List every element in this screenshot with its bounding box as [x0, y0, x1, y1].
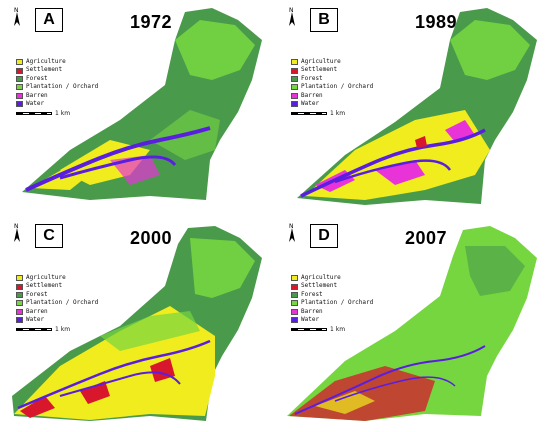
- panel-year: 1972: [130, 12, 173, 32]
- panel-letter: A: [35, 8, 63, 32]
- legend-item-barren: Barren: [291, 92, 373, 100]
- scale-bar: 1 km: [291, 110, 345, 117]
- panel-year: 1989: [415, 12, 458, 32]
- map-panel-c: N C 2000 Agriculture Settlement Forest P…: [0, 216, 275, 432]
- legend-item-forest: Forest: [16, 291, 98, 299]
- legend-item-barren: Barren: [16, 92, 98, 100]
- panel-year: 2007: [405, 228, 448, 248]
- legend-item-plantation: Plantation / Orchard: [291, 83, 373, 91]
- land-cover-map-a: [22, 8, 262, 200]
- legend: Agriculture Settlement Forest Plantation…: [16, 274, 98, 324]
- legend-item-plantation: Plantation / Orchard: [16, 83, 98, 91]
- legend-item-water: Water: [291, 100, 373, 108]
- panel-letter: D: [310, 224, 338, 248]
- legend-item-water: Water: [16, 316, 98, 324]
- scale-bar: 1 km: [16, 110, 70, 117]
- legend-item-forest: Forest: [291, 75, 373, 83]
- legend-item-agriculture: Agriculture: [291, 274, 373, 282]
- legend: Agriculture Settlement Forest Plantation…: [291, 58, 373, 108]
- legend-item-forest: Forest: [291, 291, 373, 299]
- legend: Agriculture Settlement Forest Plantation…: [291, 274, 373, 324]
- scale-bar: 1 km: [291, 326, 345, 333]
- land-cover-map-d: [287, 226, 537, 421]
- scale-bar: 1 km: [16, 326, 70, 333]
- legend-item-plantation: Plantation / Orchard: [291, 299, 373, 307]
- legend-item-barren: Barren: [291, 308, 373, 316]
- legend-item-plantation: Plantation / Orchard: [16, 299, 98, 307]
- land-cover-map-b: [297, 8, 537, 205]
- panel-letter: B: [310, 8, 338, 32]
- land-cover-map-c: [12, 226, 262, 421]
- legend-item-settlement: Settlement: [291, 282, 373, 290]
- legend-item-forest: Forest: [16, 75, 98, 83]
- legend: Agriculture Settlement Forest Plantation…: [16, 58, 98, 108]
- panel-year: 2000: [130, 228, 173, 248]
- legend-item-water: Water: [291, 316, 373, 324]
- map-panel-d: N D 2007 Agriculture Settlement Forest P…: [275, 216, 550, 432]
- legend-item-agriculture: Agriculture: [16, 274, 98, 282]
- legend-item-settlement: Settlement: [291, 66, 373, 74]
- legend-item-agriculture: Agriculture: [16, 58, 98, 66]
- legend-item-settlement: Settlement: [16, 282, 98, 290]
- panel-letter: C: [35, 224, 63, 248]
- legend-item-barren: Barren: [16, 308, 98, 316]
- map-panel-b: N B 1989 Agriculture Settlement Forest P…: [275, 0, 550, 216]
- legend-item-agriculture: Agriculture: [291, 58, 373, 66]
- legend-item-water: Water: [16, 100, 98, 108]
- legend-item-settlement: Settlement: [16, 66, 98, 74]
- map-panel-a: N A 1972 Agriculture Settlement Forest P…: [0, 0, 275, 216]
